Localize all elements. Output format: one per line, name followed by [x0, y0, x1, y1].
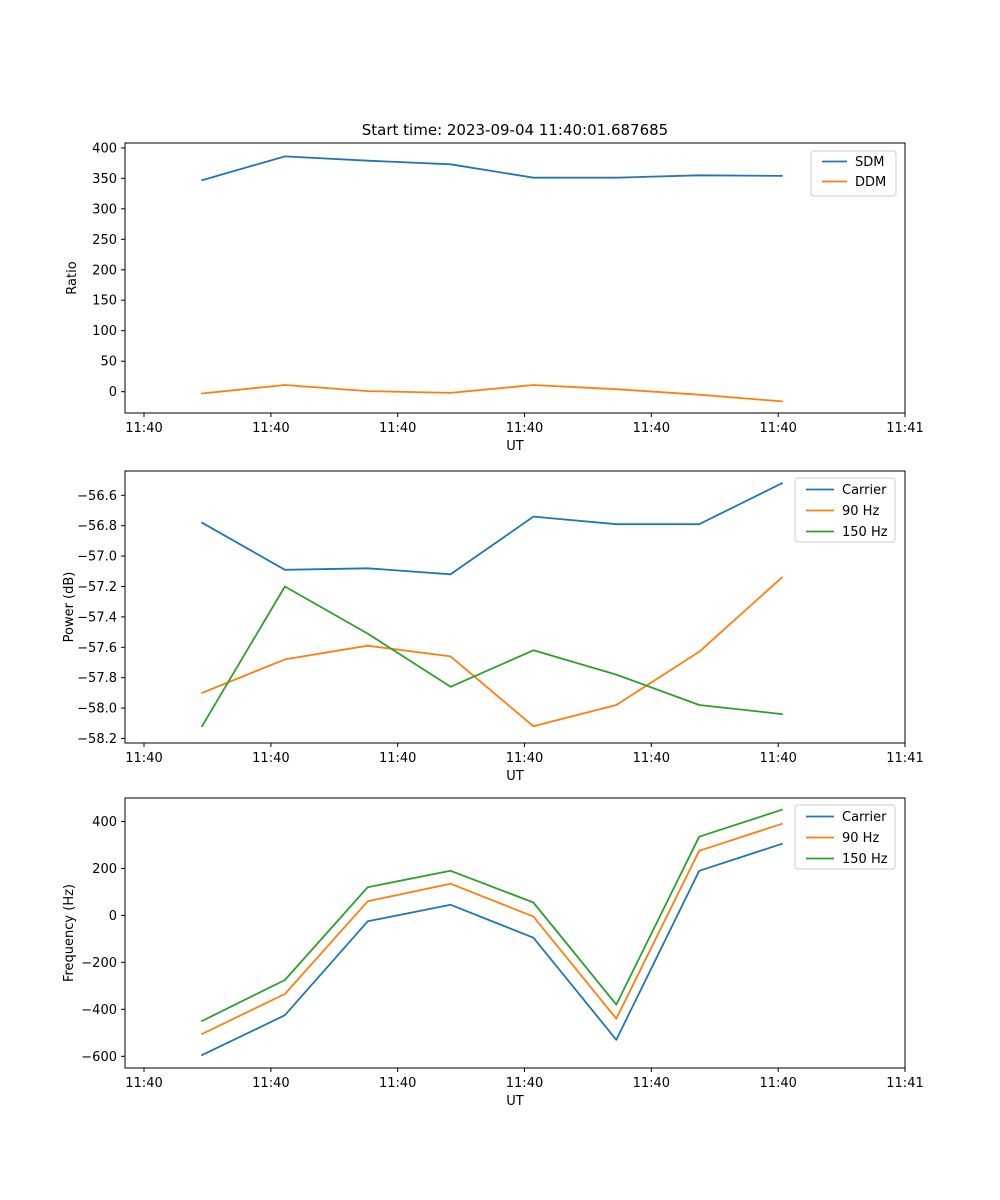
y-tick-label: 400 [92, 815, 117, 830]
legend-box [794, 804, 896, 870]
y-axis-label: Power (dB) [62, 572, 77, 643]
y-tick-label: −57.4 [77, 610, 117, 625]
y-tick-label: −56.6 [77, 489, 117, 504]
series-line-150-hz [201, 808, 783, 1022]
legend-label: 90 Hz [842, 504, 879, 519]
x-tick-label: 11:40 [506, 751, 543, 766]
y-tick-label: −57.0 [77, 550, 117, 565]
y-tick-label: 400 [92, 141, 117, 156]
x-tick-label: 11:40 [125, 751, 162, 766]
y-tick-label: 150 [92, 294, 117, 309]
series-line-sdm [201, 155, 783, 182]
legend-label: SDM [855, 155, 884, 170]
series-line-150-hz [201, 585, 783, 728]
y-tick-label: 50 [100, 355, 117, 370]
y-tick-label: 200 [92, 263, 117, 278]
y-tick-label: −57.2 [77, 580, 117, 595]
x-tick-label: 11:40 [759, 421, 796, 436]
y-tick-label: −56.8 [77, 519, 117, 534]
plot-border [124, 797, 906, 1069]
y-tick-label: 300 [92, 202, 117, 217]
y-tick-label: 0 [109, 909, 117, 924]
x-tick-label: 11:41 [886, 751, 923, 766]
y-tick-label: 250 [92, 233, 117, 248]
legend-label: DDM [855, 175, 886, 190]
x-tick-label: 11:40 [506, 1076, 543, 1091]
x-tick-label: 11:40 [252, 1076, 289, 1091]
x-tick-label: 11:41 [886, 1076, 923, 1091]
y-tick-label: −58.2 [77, 732, 117, 747]
x-tick-label: 11:40 [379, 421, 416, 436]
x-tick-label: 11:40 [379, 751, 416, 766]
series-line-carrier [201, 842, 783, 1056]
x-tick-label: 11:40 [633, 751, 670, 766]
x-axis-label: UT [506, 769, 524, 784]
x-tick-label: 11:40 [125, 421, 162, 436]
series-line-90-hz [201, 576, 783, 728]
subplot-3: 400 200 0 −200 −400 −600 11:40 11:40 11:40 11:40 1… [62, 797, 924, 1109]
y-tick-label: 200 [92, 862, 117, 877]
legend-box [794, 477, 896, 543]
x-tick-label: 11:40 [759, 751, 796, 766]
y-tick-label: −57.6 [77, 641, 117, 656]
y-axis-label: Ratio [65, 261, 80, 294]
x-tick-label: 11:40 [633, 1076, 670, 1091]
series-line-90-hz [201, 822, 783, 1035]
y-tick-label: −400 [81, 1003, 117, 1018]
x-axis-label: UT [506, 1094, 524, 1109]
x-tick-label: 11:41 [886, 421, 923, 436]
y-tick-label: −600 [81, 1050, 117, 1065]
x-tick-label: 11:40 [125, 1076, 162, 1091]
x-tick-label: 11:40 [252, 751, 289, 766]
y-axis-label: Frequency (Hz) [62, 884, 77, 982]
y-tick-label: 350 [92, 172, 117, 187]
y-tick-label: −57.8 [77, 671, 117, 686]
x-tick-label: 11:40 [506, 421, 543, 436]
x-tick-label: 11:40 [379, 1076, 416, 1091]
series-line-carrier [201, 482, 783, 576]
legend-label: Carrier [842, 810, 887, 825]
y-tick-label: −200 [81, 956, 117, 971]
y-tick-label: −58.0 [77, 702, 117, 717]
x-tick-label: 11:40 [252, 421, 289, 436]
x-tick-label: 11:40 [633, 421, 670, 436]
y-tick-label: 0 [109, 385, 117, 400]
legend-label: 150 Hz [842, 852, 888, 867]
figure-title: Start time: 2023-09-04 11:40:01.687685 [361, 121, 669, 139]
plot-border [124, 470, 906, 744]
y-tick-label: 100 [92, 324, 117, 339]
x-tick-label: 11:40 [759, 1076, 796, 1091]
plot-border [124, 142, 906, 414]
subplot-1: 0 50 100 150 200 250 300 350 400 11:40 11:40 11:40 1… [65, 141, 924, 454]
series-line-ddm [201, 384, 783, 403]
legend-label: 90 Hz [842, 831, 879, 846]
subplot-2: −56.6 −56.8 −57.0 −57.2 −57.4 −57.6 −57.8 −58.0… [62, 470, 924, 784]
legend-label: Carrier [842, 483, 887, 498]
legend-label: 150 Hz [842, 525, 888, 540]
x-axis-label: UT [506, 439, 524, 454]
